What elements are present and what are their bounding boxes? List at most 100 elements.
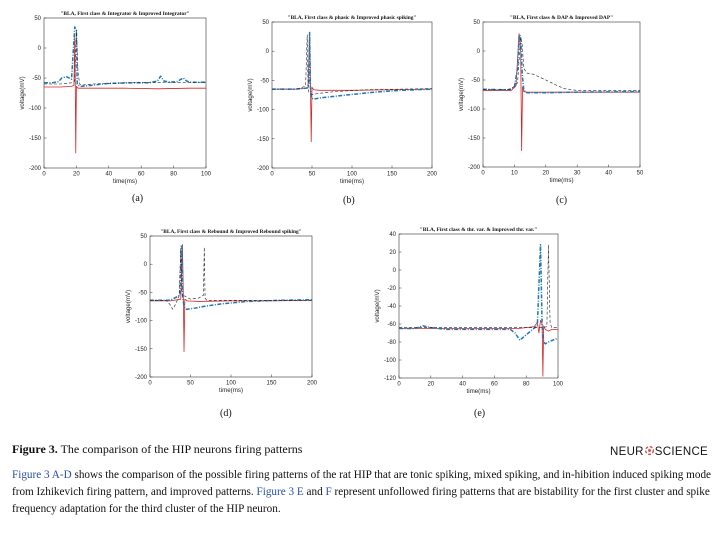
y-axis-label: voltage(mV): [19, 76, 26, 109]
y-tick-label: 0: [393, 268, 397, 274]
y-tick-label: -50: [260, 78, 269, 84]
y-tick-label: -150: [468, 136, 481, 142]
series-line-2: [483, 36, 640, 91]
figure-ref-f[interactable]: F: [325, 486, 332, 498]
x-tick-label: 100: [226, 381, 237, 387]
y-tick-label: -100: [468, 107, 481, 113]
x-tick-label: 50: [309, 172, 316, 178]
y-tick-label: 40: [389, 232, 396, 238]
panel-label-c: (c): [556, 195, 568, 206]
x-tick-label: 50: [187, 381, 194, 387]
chart-b: "BLA, First class & phasic & Improved ph…: [247, 15, 438, 185]
series-line-0: [399, 320, 558, 377]
chart-title: "BLA, First class & Rebound & Improved R…: [160, 229, 301, 235]
y-tick-label: -100: [135, 319, 148, 325]
series-line-1: [150, 245, 312, 311]
y-tick-label: -120: [384, 376, 397, 382]
x-tick-label: 0: [481, 171, 485, 177]
x-tick-label: 100: [347, 172, 358, 178]
logo-left: NEUR: [610, 446, 644, 458]
x-tick-label: 100: [553, 382, 564, 388]
x-tick-label: 10: [511, 171, 518, 177]
y-tick-label: -80: [387, 340, 396, 346]
figure-caption-body: Figure 3 A-D shows the comparison of the…: [12, 467, 712, 518]
x-tick-label: 0: [148, 381, 152, 387]
x-axis-label: time(ms): [219, 387, 243, 394]
y-tick-label: -200: [135, 375, 148, 381]
x-tick-label: 100: [201, 172, 212, 178]
logo-right: SCIENCE: [654, 446, 709, 458]
figure-label: Figure 3.: [12, 442, 58, 456]
y-tick-label: -150: [29, 136, 42, 142]
y-tick-label: 50: [262, 20, 269, 26]
plot-frame: [43, 17, 207, 169]
y-axis-label: voltage(mV): [458, 78, 465, 111]
panel-label-a: (a): [132, 193, 144, 204]
x-tick-label: 200: [307, 381, 318, 387]
figure-caption-title: Figure 3. The comparison of the HIP neur…: [12, 442, 302, 457]
y-tick-label: -50: [471, 78, 480, 84]
figure-ref-a-d[interactable]: Figure 3 A-D: [12, 469, 72, 481]
series-line-1: [272, 31, 432, 100]
y-tick-label: 0: [477, 49, 481, 55]
figure-ref-e[interactable]: Figure 3 E: [256, 486, 304, 498]
y-tick-label: -40: [387, 304, 396, 310]
series-line-2: [150, 246, 312, 310]
x-tick-label: 150: [387, 172, 398, 178]
x-tick-label: 40: [459, 382, 466, 388]
chart-title: "BLA, First class & Integrator & Improve…: [60, 11, 189, 17]
panel-label-d: (d): [220, 408, 232, 419]
y-tick-label: -20: [387, 286, 396, 292]
x-tick-label: 40: [105, 172, 112, 178]
y-tick-label: -200: [257, 166, 270, 172]
y-tick-label: 0: [144, 262, 148, 268]
panel-a: "BLA, First class & Integrator & Improve…: [14, 10, 234, 205]
y-tick-label: -200: [468, 165, 481, 171]
y-tick-label: 50: [34, 16, 41, 22]
x-tick-label: 80: [523, 382, 530, 388]
y-tick-label: -100: [257, 108, 270, 114]
x-axis-label: time(ms): [549, 177, 573, 184]
panel-b: "BLA, First class & phasic & Improved ph…: [246, 12, 446, 207]
caption-text-1: shows the comparison of the possible fir…: [12, 469, 712, 498]
y-tick-label: 0: [266, 49, 270, 55]
caption-text-2: and: [303, 486, 326, 498]
y-tick-label: 20: [389, 250, 396, 256]
x-tick-label: 200: [427, 172, 438, 178]
y-tick-label: 0: [38, 46, 42, 52]
logo-mark-icon: [644, 445, 654, 456]
y-tick-label: -150: [135, 347, 148, 353]
x-tick-label: 20: [73, 172, 80, 178]
x-tick-label: 20: [542, 171, 549, 177]
series-line-0: [44, 36, 206, 154]
x-tick-label: 150: [266, 381, 277, 387]
y-tick-label: -50: [138, 290, 147, 296]
x-tick-label: 0: [397, 382, 401, 388]
y-tick-label: -100: [29, 106, 42, 112]
x-tick-label: 20: [427, 382, 434, 388]
x-axis-label: time(ms): [113, 178, 137, 185]
chart-d: "BLA, First class & Rebound & Improved R…: [125, 229, 318, 394]
x-tick-label: 0: [42, 172, 46, 178]
y-tick-label: -150: [257, 137, 270, 143]
chart-c: "BLA, First class & DAP & Improved DAP" 0…: [458, 15, 644, 184]
x-axis-label: time(ms): [466, 388, 490, 395]
chart-title: "BLA, First class & DAP & Improved DAP": [510, 15, 613, 21]
chart-e: "BLA, First class & thr. var. & Improved…: [374, 227, 564, 395]
x-tick-label: 30: [574, 171, 581, 177]
x-tick-label: 0: [270, 172, 274, 178]
panel-d: "BLA, First class & Rebound & Improved R…: [120, 226, 330, 410]
x-tick-label: 50: [637, 171, 644, 177]
neuroscience-logo: NEUR SCIENCE: [610, 445, 708, 458]
x-tick-label: 60: [138, 172, 145, 178]
series-line-1: [399, 244, 558, 345]
series-line-0: [150, 244, 312, 353]
series-line-0: [272, 33, 432, 143]
figure-title: The comparison of the HIP neurons firing…: [60, 442, 303, 456]
chart-title: "BLA, First class & phasic & Improved ph…: [288, 15, 417, 21]
y-tick-label: 50: [473, 20, 480, 26]
caption-text-3: represent unfollowed firing patterns tha…: [12, 486, 710, 515]
series-line-1: [483, 34, 640, 94]
panel-c: "BLA, First class & DAP & Improved DAP" 0…: [455, 12, 650, 207]
series-line-1: [44, 26, 206, 88]
